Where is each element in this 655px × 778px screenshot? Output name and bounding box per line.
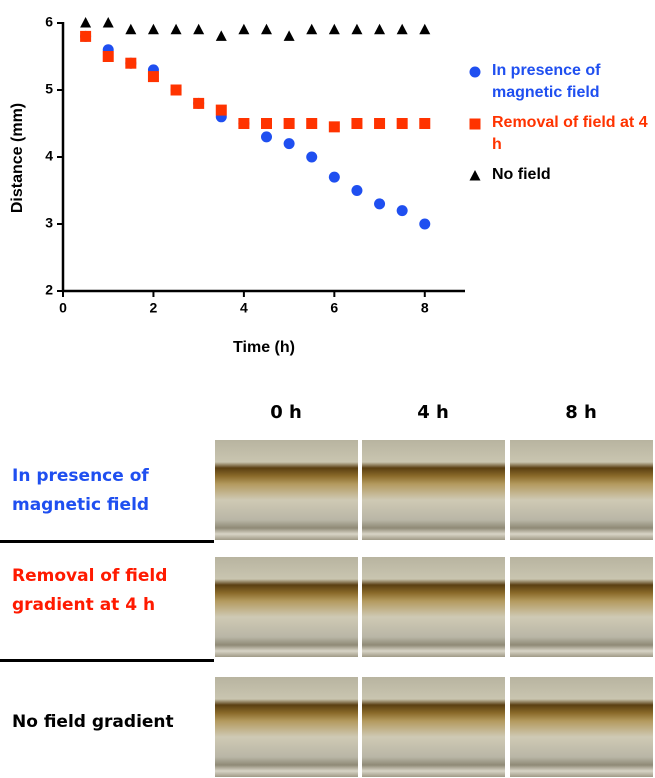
y-tick-label: 5 [45,81,53,97]
data-point [80,17,91,28]
data-point [306,152,317,163]
data-point [148,71,159,82]
x-tick-label: 6 [330,300,338,316]
data-point [397,24,408,35]
data-point [148,24,159,35]
legend-entry: No field [468,164,653,186]
legend-swatch [468,169,482,183]
data-point [261,118,272,129]
data-point [329,121,340,132]
row-label: No field gradient [12,708,212,737]
vial-photo [362,677,505,777]
legend-label: No field [492,164,551,186]
vial-photo [215,557,358,657]
x-tick-label: 0 [59,300,67,316]
column-header: 0 h [216,402,356,423]
legend-swatch [468,65,482,79]
legend-entry: Removal of field at 4 h [468,112,653,156]
marker [470,119,481,130]
y-tick-label: 2 [45,282,53,298]
marker [470,170,481,181]
y-tick-label: 3 [45,215,53,231]
page: Time (h) Distance (mm) 0246823456 In pre… [0,0,655,778]
vial-photo [510,677,653,777]
data-point [306,118,317,129]
row-label: Removal of field gradient at 4 h [12,562,197,620]
data-point [103,17,114,28]
y-tick-label: 4 [45,148,53,164]
legend-label: In presence of magnetic field [492,60,653,104]
data-point [125,58,136,69]
data-point [125,24,136,35]
data-point [284,138,295,149]
data-point [397,118,408,129]
legend: In presence of magnetic field Removal of … [468,60,653,194]
data-point [193,98,204,109]
data-point [284,30,295,41]
legend-swatch [468,117,482,131]
vial-photo [362,440,505,540]
x-tick-label: 8 [421,300,429,316]
separator [0,659,214,662]
x-axis-title: Time (h) [233,339,295,356]
data-point [419,219,430,230]
data-point [419,118,430,129]
data-point [306,24,317,35]
column-header: 8 h [511,402,651,423]
vial-photo [215,677,358,777]
data-point [374,198,385,209]
data-point [216,105,227,116]
data-point [374,24,385,35]
data-point [80,31,91,42]
data-point [351,185,362,196]
data-point [171,24,182,35]
data-point [261,131,272,142]
data-point [397,205,408,216]
marker [470,67,481,78]
data-point [216,30,227,41]
vial-photo [510,557,653,657]
data-point [419,24,430,35]
data-point [351,24,362,35]
data-point [171,85,182,96]
data-point [374,118,385,129]
data-point [238,118,249,129]
y-axis-title: Distance (mm) [9,103,26,213]
x-tick-label: 4 [240,300,248,316]
vial-photo [510,440,653,540]
row-label: In presence of magnetic field [12,462,182,520]
data-point [329,24,340,35]
x-tick-label: 2 [150,300,158,316]
legend-label: Removal of field at 4 h [492,112,653,156]
y-tick-label: 6 [45,14,53,30]
vial-photo [362,557,505,657]
vial-photo [215,440,358,540]
data-point [284,118,295,129]
column-header: 4 h [363,402,503,423]
data-point [261,24,272,35]
legend-entry: In presence of magnetic field [468,60,653,104]
data-point [193,24,204,35]
data-point [103,51,114,62]
data-point [329,172,340,183]
data-point [351,118,362,129]
data-point [238,24,249,35]
separator [0,540,214,543]
